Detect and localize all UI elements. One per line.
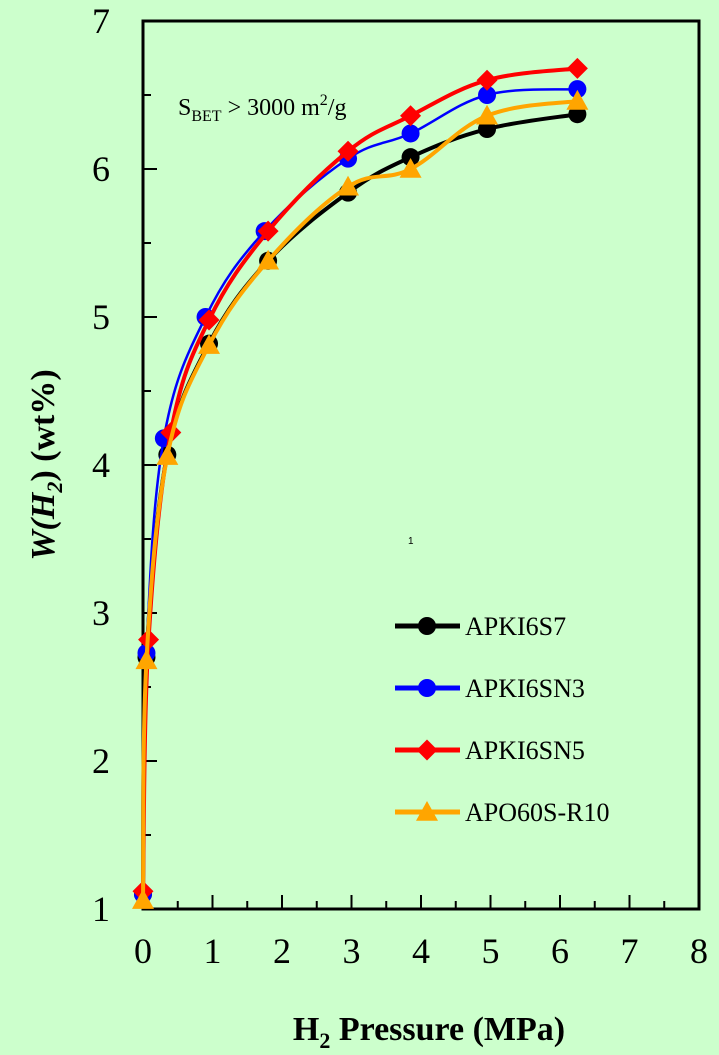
x-tick-label: 5: [482, 931, 500, 971]
x-tick-label: 4: [412, 931, 430, 971]
y-tick-label: 7: [92, 1, 110, 41]
data-point: [132, 889, 154, 909]
data-point: [257, 220, 279, 242]
y-tick-label: 6: [92, 149, 110, 189]
legend-swatch-marker: [416, 739, 438, 761]
y-tick-label: 2: [92, 741, 110, 781]
data-point: [478, 120, 497, 139]
data-point: [135, 649, 158, 670]
x-tick-label: 7: [621, 931, 639, 971]
data-point: [156, 445, 179, 465]
stray-mark: 1: [408, 536, 414, 547]
y-axis-title: W(H2) (wt%): [25, 369, 67, 560]
series-apo60s-r10: [132, 89, 589, 909]
data-point: [401, 148, 420, 167]
plot-area: [141, 19, 701, 911]
x-tick-label: 8: [690, 931, 708, 971]
data-point: [257, 249, 280, 270]
legend-label: APKI6S7: [465, 612, 566, 641]
data-point: [337, 175, 360, 196]
x-tick-label: 6: [551, 931, 569, 971]
legend-item: APKI6SN5: [395, 736, 585, 765]
data-point: [337, 140, 359, 162]
x-tick-label: 3: [343, 931, 361, 971]
data-point: [566, 89, 589, 110]
data-point: [198, 334, 221, 354]
data-point: [476, 69, 498, 91]
y-tick-label: 5: [92, 297, 110, 337]
data-point: [478, 86, 497, 104]
legend-item: APO60S-R10: [395, 798, 609, 827]
x-tick-label: 1: [204, 931, 222, 971]
data-point: [568, 105, 587, 124]
data-point: [399, 158, 422, 178]
legend-item: APKI6S7: [395, 612, 566, 641]
y-tick-label: 4: [92, 445, 110, 485]
series-layer: [132, 57, 589, 909]
x-tick-label: 2: [273, 931, 291, 971]
data-point: [568, 80, 587, 99]
data-point: [476, 104, 499, 125]
legend-item: APKI6SN3: [395, 674, 585, 703]
legend: APKI6S7 APKI6SN3 APKI6SN5 APO60S-R10: [395, 612, 609, 827]
legend-label: APO60S-R10: [465, 798, 609, 827]
data-point: [401, 124, 420, 143]
legend-swatch-marker: [418, 679, 436, 697]
legend-swatch-marker: [418, 617, 436, 635]
y-tick-label: 1: [92, 889, 110, 929]
y-tick-label: 3: [92, 593, 110, 633]
data-point: [566, 57, 588, 79]
data-point: [198, 309, 220, 331]
legend-label: APKI6SN5: [465, 736, 585, 765]
x-axis-title: H2 Pressure (MPa): [293, 1011, 565, 1053]
data-point: [400, 105, 422, 127]
legend-swatch-marker: [416, 801, 438, 821]
x-tick-label: 0: [134, 931, 152, 971]
legend-label: APKI6SN3: [465, 674, 585, 703]
bet-annotation: SBET > 3000 m2/g: [178, 92, 346, 125]
